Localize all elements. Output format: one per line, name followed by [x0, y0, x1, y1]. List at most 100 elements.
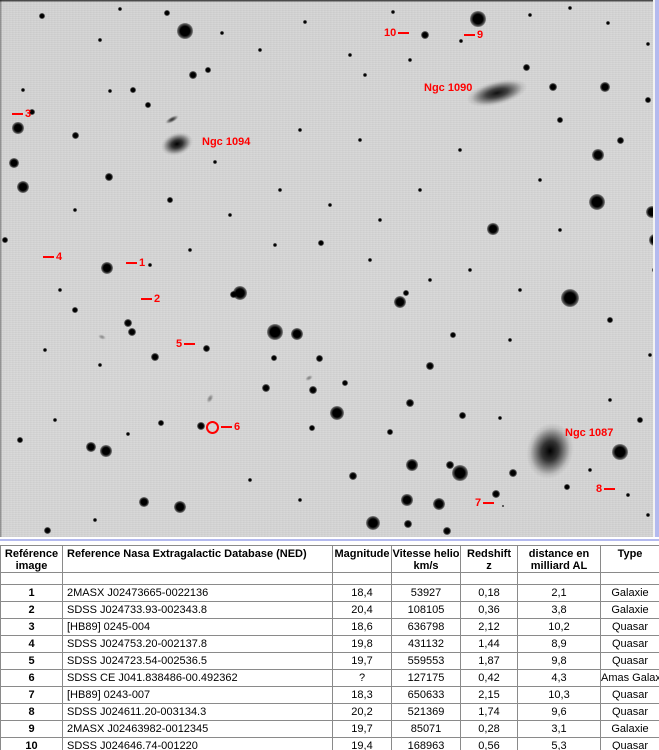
table-row: 8 SDSS J024611.20-003134.3 20,2 521369 1,74 9… — [0, 703, 659, 721]
star — [405, 398, 415, 408]
column-header-vitesse-helio: Vitesse helio km/s — [391, 545, 461, 573]
star — [71, 131, 79, 139]
star — [491, 489, 501, 499]
table-body: 1 2MASX J02473665-0022136 18,4 53927 0,18 2,1… — [0, 584, 659, 750]
star — [29, 109, 35, 115]
star — [645, 97, 651, 103]
star — [229, 290, 237, 298]
star — [271, 355, 277, 361]
cell-reference-image: 9 — [0, 720, 63, 738]
galaxy-label-ngc-1087: Ngc 1087 — [565, 427, 614, 439]
cell-distance: 10,3 — [517, 686, 601, 704]
cell-redshift: 2,15 — [460, 686, 518, 704]
star — [233, 286, 247, 300]
galaxy-faint-galaxy-c — [96, 332, 108, 342]
column-header-magnitude: Magnitude — [332, 545, 392, 573]
cell-magnitude: 19,7 — [332, 720, 392, 738]
star — [557, 117, 563, 123]
star — [39, 13, 45, 19]
star — [612, 444, 628, 460]
star — [164, 10, 170, 16]
star — [522, 63, 530, 71]
star — [626, 493, 630, 497]
star — [458, 411, 466, 419]
star — [302, 19, 308, 25]
cell-redshift: 1,87 — [460, 652, 518, 670]
star — [457, 147, 463, 153]
star — [390, 9, 396, 15]
cell-type: Quasar — [600, 652, 659, 670]
star — [127, 327, 137, 337]
marker-number: 8 — [596, 483, 603, 495]
marker-4: 4 — [43, 250, 62, 264]
star — [507, 337, 513, 343]
image-bottom-border — [0, 539, 659, 541]
star — [188, 70, 198, 80]
star — [145, 102, 151, 108]
cell-reference-image: 8 — [0, 703, 63, 721]
star — [202, 344, 210, 352]
star — [107, 88, 113, 94]
cell-vitesse-helio: 521369 — [391, 703, 461, 721]
column-header-reference-image: Reférence image — [0, 545, 63, 573]
cell-ned-name: 2MASX J02463982-0012345 — [62, 720, 333, 738]
cell-ned-name: SDSS CE J041.838486-00.492362 — [62, 669, 333, 687]
marker-dash-icon — [398, 32, 410, 34]
star — [123, 318, 133, 328]
table-row: 4 SDSS J024753.20-002137.8 19,8 431132 1,44 8… — [0, 635, 659, 653]
star — [387, 429, 393, 435]
star — [362, 72, 368, 78]
cell-magnitude: 18,6 — [332, 618, 392, 636]
cell-redshift: 0,28 — [460, 720, 518, 738]
marker-dash-icon — [184, 343, 196, 345]
star — [616, 136, 624, 144]
marker-7: 7 — [475, 496, 495, 510]
star — [17, 437, 23, 443]
star — [261, 383, 271, 393]
star — [86, 442, 96, 452]
cell-vitesse-helio: 650633 — [391, 686, 461, 704]
spacer-cell — [332, 572, 392, 585]
header-row: Reférence image Reference Nasa Extragalac… — [0, 545, 659, 573]
marker-6: 6 — [206, 420, 240, 434]
star — [417, 187, 423, 193]
sky-image: Ngc 1094 Ngc 1090 Ngc 1087 10 9 3 4 1 2 5 6 7 8 — [0, 0, 659, 537]
star — [308, 385, 318, 395]
star — [2, 237, 8, 243]
cell-vitesse-helio: 108105 — [391, 601, 461, 619]
cell-ned-name: [HB89] 0243-007 — [62, 686, 333, 704]
star — [100, 445, 112, 457]
cell-ned-name: SDSS J024611.20-003134.3 — [62, 703, 333, 721]
star — [537, 177, 543, 183]
star — [393, 295, 407, 309]
star — [557, 227, 563, 233]
cell-type: Quasar — [600, 686, 659, 704]
marker-number: 9 — [477, 29, 484, 41]
cell-type: Quasar — [600, 635, 659, 653]
star — [52, 417, 58, 423]
star — [16, 180, 30, 194]
column-header-distance: distance en milliard AL — [517, 545, 601, 573]
star — [315, 354, 323, 362]
cell-reference-image: 7 — [0, 686, 63, 704]
cell-distance: 9,8 — [517, 652, 601, 670]
cell-vitesse-helio: 636798 — [391, 618, 461, 636]
star — [467, 267, 473, 273]
star — [406, 459, 418, 471]
star — [290, 327, 304, 341]
star — [187, 247, 193, 253]
star — [196, 421, 206, 431]
star — [367, 257, 373, 263]
spacer-cell — [517, 572, 601, 585]
marker-number: 5 — [176, 338, 183, 350]
cell-type: Galaxie — [600, 584, 659, 602]
galaxy-ngc-1094-companion — [162, 111, 182, 127]
cell-reference-image: 2 — [0, 601, 63, 619]
cell-type: Galaxie — [600, 720, 659, 738]
star — [517, 287, 523, 293]
star — [247, 477, 253, 483]
cell-vitesse-helio: 127175 — [391, 669, 461, 687]
cell-reference-image: 5 — [0, 652, 63, 670]
cell-ned-name: SDSS J024753.20-002137.8 — [62, 635, 333, 653]
marker-number: 7 — [475, 497, 482, 509]
